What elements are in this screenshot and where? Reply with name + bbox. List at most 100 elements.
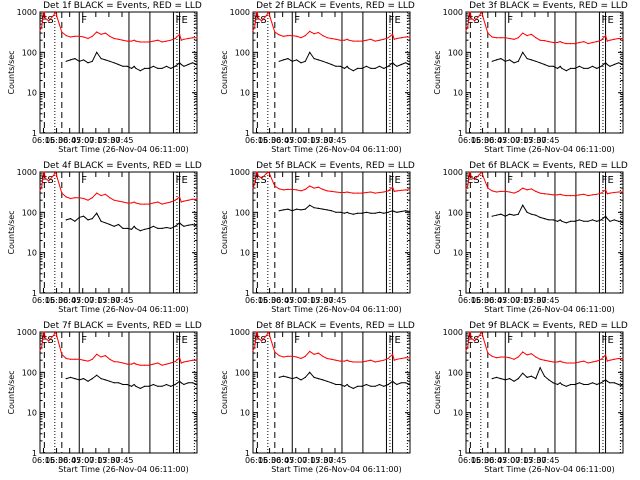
data-point [393, 210, 395, 213]
data-point [467, 26, 469, 28]
data-point [539, 39, 541, 41]
data-point [87, 360, 89, 362]
panel-8: Det 8f BLACK = Events, RED = LLD 1 10 100 10… [220, 321, 415, 474]
data-point [472, 338, 474, 341]
data-point [254, 26, 256, 28]
y-tick-label: 1000 [230, 168, 250, 177]
data-point [104, 32, 106, 34]
marker-label: E [395, 335, 401, 346]
x-tick-label: 07:15 [510, 136, 533, 145]
x-tick-label: 07:30 [97, 136, 120, 145]
marker-label: F [388, 15, 394, 26]
data-point [600, 382, 602, 384]
data-point [282, 356, 285, 358]
plot-frame [252, 171, 411, 294]
x-tick-label: 07:15 [297, 296, 320, 305]
data-point [591, 219, 594, 221]
data-point [122, 227, 124, 229]
data-point [144, 41, 146, 43]
x-tick-label: 06:30 [471, 456, 494, 465]
marker-label: F [81, 335, 87, 346]
data-point [559, 65, 561, 67]
data-point [365, 383, 367, 386]
data-point [509, 378, 511, 380]
data-point [144, 228, 146, 230]
data-point [74, 197, 76, 199]
x-tick-label: 07:45 [110, 296, 133, 305]
data-point [609, 382, 611, 384]
data-point [300, 190, 302, 192]
data-point [296, 208, 298, 210]
data-point [170, 227, 172, 229]
data-point [56, 177, 59, 179]
data-point [339, 383, 341, 386]
data-point [578, 219, 581, 221]
x-tick-label: 06:45 [484, 136, 507, 145]
data-point [561, 41, 563, 44]
data-point [152, 363, 154, 365]
data-point [622, 357, 624, 360]
x-tick-label: 06:30 [471, 136, 494, 145]
data-point [287, 355, 289, 357]
panel-5: Det 5f BLACK = Events, RED = LLD 1 10 100 10… [220, 161, 415, 314]
data-point [559, 219, 561, 221]
data-point [405, 210, 407, 212]
data-point [326, 190, 328, 192]
data-point [330, 358, 333, 360]
x-tick-label: 07:00 [71, 456, 94, 465]
data-point [409, 189, 411, 191]
x-tick-label: 06:45 [58, 136, 81, 145]
data-point [183, 383, 185, 386]
data-point [41, 346, 43, 348]
data-point [609, 192, 611, 194]
data-point [126, 363, 128, 365]
y-axis-label: Counts/sec [433, 370, 442, 414]
data-point [139, 41, 141, 43]
data-point [539, 192, 541, 194]
data-point [46, 338, 48, 341]
x-tick-label: 06:15 [458, 136, 481, 145]
data-point [317, 378, 319, 380]
data-point [370, 38, 372, 40]
data-point [500, 190, 502, 192]
data-point [552, 65, 554, 67]
plot-frame [39, 171, 198, 294]
data-point [396, 65, 398, 67]
x-tick-label: 07:15 [297, 456, 320, 465]
data-point [287, 58, 289, 60]
data-point [348, 385, 350, 387]
data-point [87, 199, 89, 201]
data-point [552, 382, 554, 384]
x-tick-label: 07:00 [284, 136, 307, 145]
y-axis-label: Counts/sec [7, 210, 16, 254]
data-point [383, 67, 385, 69]
data-point [65, 378, 67, 380]
data-point [387, 190, 389, 192]
data-point [339, 360, 341, 362]
data-point [196, 225, 198, 227]
data-point [157, 227, 159, 229]
data-point [509, 191, 511, 193]
data-point [91, 35, 93, 37]
marker-label: F [507, 335, 513, 346]
data-point [179, 380, 181, 382]
x-tick-label: 06:30 [471, 296, 494, 305]
data-point [109, 380, 111, 382]
data-point [261, 20, 263, 22]
data-point [278, 60, 280, 62]
data-point [265, 335, 267, 337]
data-point [561, 67, 563, 69]
x-tick-label: 06:30 [258, 136, 281, 145]
data-point [383, 38, 385, 40]
data-point [192, 382, 194, 384]
events-series [65, 51, 198, 72]
y-axis-label: Counts/sec [220, 50, 229, 94]
x-tick-label: 07:15 [84, 136, 107, 145]
x-tick-label: 06:45 [271, 456, 294, 465]
data-point [600, 219, 602, 221]
data-point [378, 65, 381, 67]
data-point [256, 11, 258, 13]
data-point [352, 213, 354, 215]
data-point [96, 374, 98, 376]
marker-label: F [81, 15, 87, 26]
